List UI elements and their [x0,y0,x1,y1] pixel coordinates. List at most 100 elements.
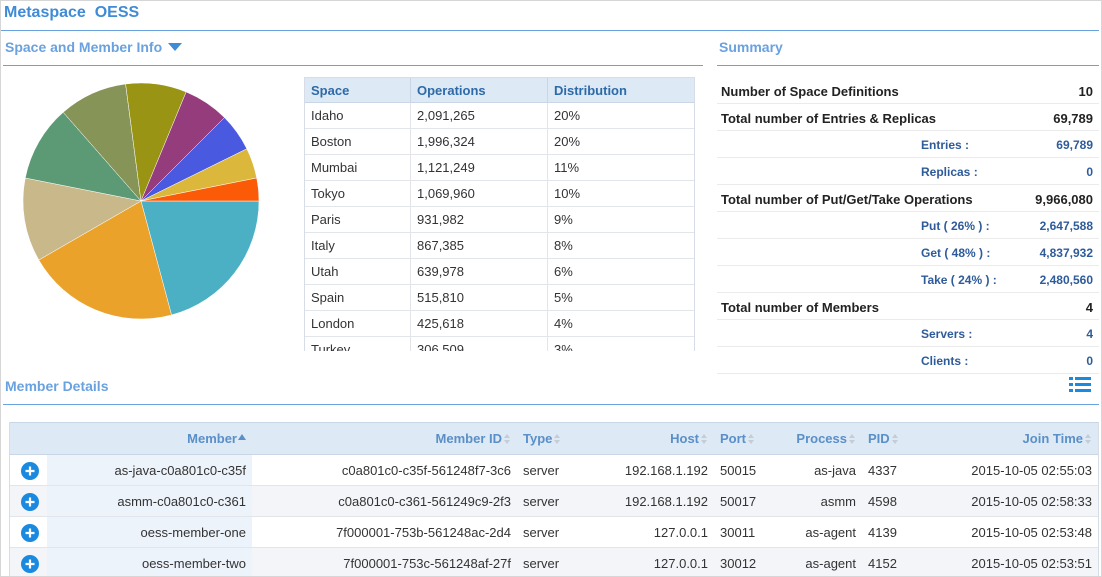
table-cell: server [517,517,592,547]
table-cell: 425,618 [410,311,547,336]
table-cell: Spain [305,285,410,310]
space-row: Utah639,9786% [305,259,694,285]
column-header[interactable]: Port [714,423,774,454]
summary-list: Number of Space Definitions10Total numbe… [717,77,1099,377]
summary-value: 4 [1086,300,1093,315]
expand-button[interactable] [21,524,39,542]
table-cell: asmm-c0a801c0-c361 [47,486,252,516]
table-cell: 2015-10-05 02:53:51 [917,548,1098,577]
table-cell: Idaho [305,103,410,128]
app-title: Metaspace OESS [4,4,139,22]
table-cell: as-java [774,455,862,485]
column-header-label: Host [670,431,699,446]
sort-arrow [849,440,855,444]
table-cell: London [305,311,410,336]
table-cell: 30012 [714,548,774,577]
column-header[interactable]: Distribution [547,78,694,103]
table-cell: c0a801c0-c361-561249c9-2f3 [252,486,517,516]
table-cell: server [517,455,592,485]
table-cell: 5% [547,285,694,310]
summary-value: 4,837,932 [1040,246,1093,260]
table-cell: server [517,548,592,577]
table-cell: 50015 [714,455,774,485]
summary-row: Total number of Entries & Replicas69,789 [717,104,1099,131]
dropdown-icon [167,42,183,52]
summary-sub-row: Servers :4 [717,320,1099,347]
table-cell: 192.168.1.192 [592,486,714,516]
summary-row: Number of Space Definitions10 [717,77,1099,104]
table-cell: server [517,486,592,516]
space-row: Idaho2,091,26520% [305,103,694,129]
summary-label: Entries : [921,138,969,152]
expand-button[interactable] [21,462,39,480]
table-cell: as-agent [774,548,862,577]
summary-sub-row: Take ( 24% ) :2,480,560 [717,266,1099,293]
column-header-label: PID [868,431,890,446]
column-header-label: Member [187,431,237,446]
sort-arrow [892,440,898,444]
expand-button[interactable] [21,493,39,511]
summary-row: Total number of Put/Get/Take Operations9… [717,185,1099,212]
table-cell: 4139 [862,517,917,547]
space-panel-rule [3,65,703,66]
table-cell: c0a801c0-c35f-561248f7-3c6 [252,455,517,485]
space-row: Mumbai1,121,24911% [305,155,694,181]
header-rule [1,30,1099,31]
space-row: Paris931,9829% [305,207,694,233]
table-cell: 515,810 [410,285,547,310]
column-header[interactable]: Space [305,78,410,103]
expand-button[interactable] [21,555,39,573]
table-cell: 20% [547,103,694,128]
column-header[interactable]: Host [592,423,714,454]
summary-label: Servers : [921,327,972,341]
sort-arrow [748,434,754,438]
table-cell: 7f000001-753c-561248af-27f [252,548,517,577]
table-cell: Mumbai [305,155,410,180]
column-header[interactable]: Member [47,423,252,454]
table-cell: 1,069,960 [410,181,547,206]
column-header[interactable]: Operations [410,78,547,103]
table-cell: 30011 [714,517,774,547]
table-cell: 3% [547,337,694,351]
summary-title: Summary [719,39,783,55]
table-cell: as-java-c0a801c0-c35f [47,455,252,485]
list-view-icon[interactable] [1069,376,1091,394]
summary-sub-row: Replicas :0 [717,158,1099,185]
space-panel-header[interactable]: Space and Member Info [5,39,183,55]
column-header-label: Port [720,431,746,446]
column-header[interactable]: Join Time [917,423,1098,454]
space-row: Boston1,996,32420% [305,129,694,155]
sort-arrow [849,434,855,438]
table-cell: asmm [774,486,862,516]
column-header[interactable]: Type [517,423,592,454]
column-header[interactable]: Member ID [252,423,517,454]
table-cell: oess-member-two [47,548,252,577]
column-header[interactable]: Process [774,423,862,454]
sort-arrow [504,434,510,438]
member-details-title: Member Details [5,378,108,394]
summary-value: 69,789 [1056,138,1093,152]
table-cell: as-agent [774,517,862,547]
table-cell: Italy [305,233,410,258]
sort-icon [891,433,899,445]
table-cell: 639,978 [410,259,547,284]
sort-arrow [748,440,754,444]
summary-value: 69,789 [1053,111,1093,126]
table-cell: Boston [305,129,410,154]
sort-arrow [892,434,898,438]
summary-label: Put ( 26% ) : [921,219,990,233]
column-header[interactable]: PID [862,423,917,454]
table-cell: 9% [547,207,694,232]
sort-arrow [701,440,707,444]
summary-label: Number of Space Definitions [721,84,899,99]
sort-icon [238,433,246,445]
space-panel-title: Space and Member Info [5,39,162,55]
table-cell: 8% [547,233,694,258]
member-row: oess-member-one7f000001-753b-561248ac-2d… [10,517,1098,548]
sort-icon [747,433,755,445]
table-cell: 4152 [862,548,917,577]
summary-label: Clients : [921,354,968,368]
summary-label: Total number of Members [721,300,879,315]
table-cell: 306,509 [410,337,547,351]
summary-sub-row: Put ( 26% ) :2,647,588 [717,212,1099,239]
